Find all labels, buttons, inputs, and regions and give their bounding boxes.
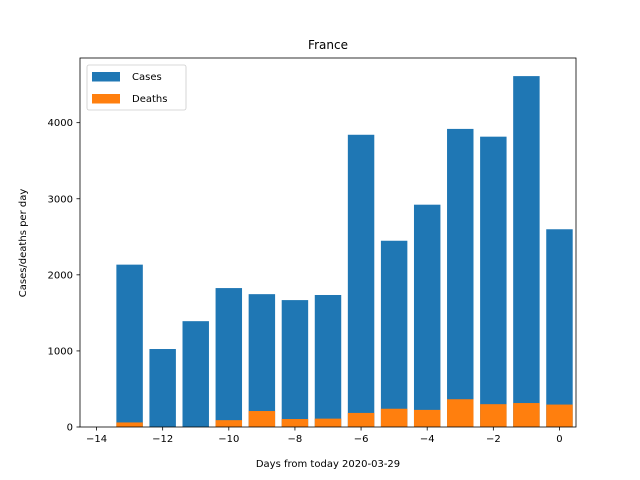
bar-cases-1 bbox=[149, 349, 176, 427]
bar-deaths-4 bbox=[248, 411, 276, 427]
bar-cases-12 bbox=[513, 76, 540, 427]
bar-cases-8 bbox=[380, 240, 408, 427]
x-tick-label: −8 bbox=[288, 434, 303, 445]
y-tick-label: 0 bbox=[67, 423, 73, 434]
bar-cases-5 bbox=[281, 300, 309, 427]
bar-cases-7 bbox=[347, 134, 375, 427]
bar-cases-4 bbox=[248, 294, 276, 427]
bar-cases-2 bbox=[182, 321, 209, 427]
x-tick-label: −4 bbox=[420, 434, 435, 445]
bar-deaths-0 bbox=[116, 422, 143, 427]
bar-deaths-10 bbox=[447, 399, 474, 427]
legend-label-cases: Cases bbox=[132, 72, 162, 83]
x-tick-label: −6 bbox=[354, 434, 369, 445]
y-tick-label: 1000 bbox=[48, 346, 73, 357]
bar-deaths-12 bbox=[513, 403, 540, 427]
bar-cases-10 bbox=[447, 128, 474, 427]
y-tick-label: 3000 bbox=[48, 194, 73, 205]
bar-deaths-3 bbox=[215, 420, 243, 427]
bar-cases-11 bbox=[480, 136, 507, 427]
legend-swatch-deaths bbox=[92, 94, 120, 104]
y-tick-label: 4000 bbox=[48, 118, 73, 129]
bar-deaths-7 bbox=[347, 412, 375, 427]
x-axis-ticks: −14 −12 −10 −8 −6 −4 −2 0 bbox=[86, 427, 563, 445]
bars-layer bbox=[116, 76, 573, 427]
bar-deaths-9 bbox=[413, 409, 441, 427]
bar-cases-6 bbox=[314, 294, 342, 427]
x-tick-label: −14 bbox=[86, 434, 107, 445]
legend: Cases Deaths bbox=[86, 64, 187, 111]
bar-deaths-5 bbox=[281, 419, 309, 427]
chart-title: France bbox=[308, 38, 348, 52]
x-tick-label: −12 bbox=[152, 434, 173, 445]
bar-deaths-6 bbox=[314, 418, 342, 427]
bar-deaths-13 bbox=[546, 404, 573, 427]
x-tick-label: −10 bbox=[218, 434, 239, 445]
x-axis-label: Days from today 2020-03-29 bbox=[256, 459, 400, 470]
x-tick-label: −2 bbox=[486, 434, 501, 445]
y-tick-label: 2000 bbox=[48, 270, 73, 281]
bar-cases-13 bbox=[546, 229, 573, 427]
plot-frame bbox=[79, 57, 577, 428]
bar-deaths-11 bbox=[480, 404, 507, 427]
bar-cases-9 bbox=[413, 204, 441, 427]
legend-swatch-cases bbox=[92, 72, 120, 82]
y-axis-ticks: 0 1000 2000 3000 4000 bbox=[48, 118, 80, 434]
bar-deaths-8 bbox=[380, 408, 408, 427]
bar-cases-3 bbox=[215, 288, 243, 427]
x-tick-label: 0 bbox=[556, 434, 562, 445]
legend-label-deaths: Deaths bbox=[132, 94, 167, 105]
bar-cases-0 bbox=[116, 264, 143, 427]
y-axis-label: Cases/deaths per day bbox=[18, 189, 29, 298]
